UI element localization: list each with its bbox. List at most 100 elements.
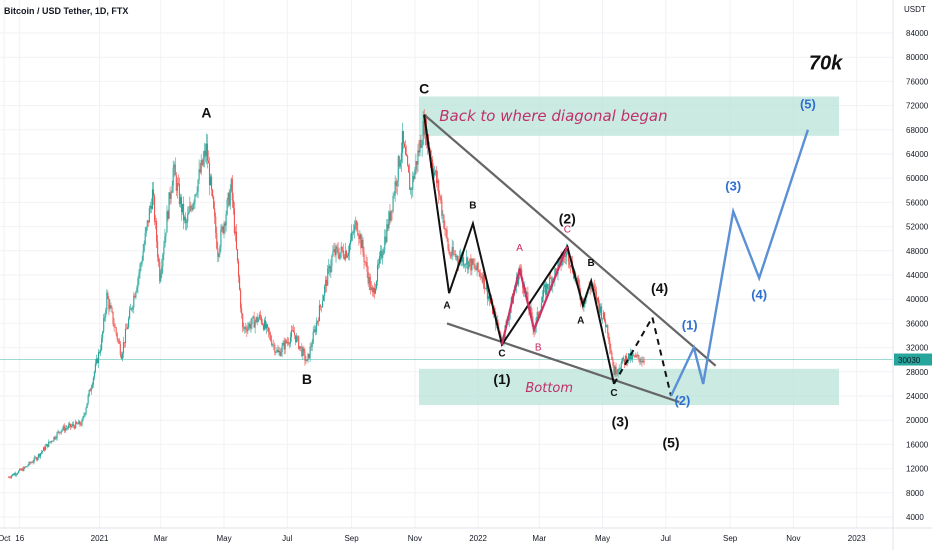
candle-body xyxy=(336,246,338,249)
y-tick-label: 20000 xyxy=(906,416,929,425)
price-tag-bg xyxy=(894,353,932,366)
projection-wave-label: (1) xyxy=(682,317,698,332)
candle-body xyxy=(435,170,437,173)
candle-body xyxy=(249,323,251,329)
candle-body xyxy=(71,425,73,427)
candle-body xyxy=(419,139,421,153)
candle-body xyxy=(17,473,19,475)
candle-body xyxy=(323,295,325,301)
candle-body xyxy=(320,306,323,308)
candle-body xyxy=(267,324,269,328)
candle-body xyxy=(610,348,612,353)
candle-body xyxy=(589,288,591,290)
candle-body xyxy=(206,143,208,161)
candle-body xyxy=(543,284,546,288)
candle-body xyxy=(641,361,643,363)
candle-body xyxy=(129,309,131,319)
candle-body xyxy=(280,352,282,356)
projection-wave-label: (4) xyxy=(751,287,767,302)
candle-body xyxy=(65,428,67,429)
candle-body xyxy=(444,228,446,230)
trendlines xyxy=(423,113,717,404)
candle-body xyxy=(346,255,348,258)
x-tick-label: 16 xyxy=(15,534,24,543)
zones: Back to where diagonal began Bottom xyxy=(418,96,840,406)
candle-body xyxy=(273,344,275,346)
candle-body xyxy=(331,256,333,267)
cycle-wave-label: C xyxy=(419,81,429,97)
candle-body xyxy=(330,266,332,273)
candle-body xyxy=(116,333,118,340)
candle-body xyxy=(635,355,637,357)
candle-body xyxy=(551,278,553,286)
candle-body xyxy=(135,291,137,298)
upper-trendline xyxy=(423,113,717,367)
candle-body xyxy=(152,189,155,197)
candle-body xyxy=(192,204,194,211)
candle-body xyxy=(260,316,262,323)
candle-body xyxy=(585,296,587,303)
candle-body xyxy=(375,281,378,289)
candle-body xyxy=(290,330,292,337)
diagonal-wave-label: (1) xyxy=(493,371,510,387)
candle-body xyxy=(396,180,398,187)
x-tick-label: Jul xyxy=(282,534,292,543)
candle-body xyxy=(25,466,27,468)
target-label: 70k xyxy=(809,52,843,74)
candle-body xyxy=(478,270,480,273)
candle-body xyxy=(189,205,191,212)
candle-body xyxy=(258,314,260,319)
x-tick-label: 2021 xyxy=(91,534,109,543)
candle-body xyxy=(434,172,436,176)
candle-body xyxy=(47,444,49,447)
candle-body xyxy=(41,450,44,453)
impulse-projection-path xyxy=(669,129,810,397)
candle-body xyxy=(310,346,312,348)
candle-body xyxy=(312,331,314,344)
y-tick-label: 32000 xyxy=(906,344,929,353)
candle-body xyxy=(127,327,129,329)
candle-body xyxy=(215,216,217,233)
candle-body xyxy=(274,344,276,353)
candle-body xyxy=(376,264,379,282)
candle-body xyxy=(308,353,310,359)
candle-body xyxy=(398,156,400,167)
price-series xyxy=(0,109,893,479)
candle-body xyxy=(359,234,361,239)
candle-body xyxy=(148,208,150,223)
candle-body xyxy=(18,470,20,474)
candle-body xyxy=(196,192,198,195)
candle-body xyxy=(79,421,81,425)
candle-body xyxy=(527,292,529,305)
candle-body xyxy=(476,262,478,271)
candle-body xyxy=(166,211,168,233)
candle-body xyxy=(60,430,62,434)
candle-body xyxy=(464,264,466,266)
candle-body xyxy=(145,227,147,233)
candle-body xyxy=(540,302,542,311)
candle-body xyxy=(16,474,18,475)
candle-body xyxy=(631,352,633,359)
candle-body xyxy=(615,366,617,374)
candle-body xyxy=(447,238,449,249)
candle-body xyxy=(20,468,22,471)
y-tick-label: 52000 xyxy=(906,223,929,232)
candle-body xyxy=(459,254,462,259)
candle-body xyxy=(399,161,401,167)
candle-body xyxy=(181,203,184,213)
candle-body xyxy=(31,462,33,464)
candle-body xyxy=(640,361,642,363)
candle-body xyxy=(165,232,167,237)
candle-body xyxy=(9,477,11,479)
candle-body xyxy=(355,220,357,226)
candle-body xyxy=(416,161,418,165)
candle-body xyxy=(33,457,35,462)
candle-body xyxy=(276,349,278,353)
candle-body xyxy=(21,468,23,471)
candle-body xyxy=(246,329,248,332)
candle-body xyxy=(138,273,140,279)
candle-body xyxy=(23,467,25,471)
candle-body xyxy=(100,349,102,353)
candle-body xyxy=(200,159,202,173)
candle-body xyxy=(606,325,608,328)
